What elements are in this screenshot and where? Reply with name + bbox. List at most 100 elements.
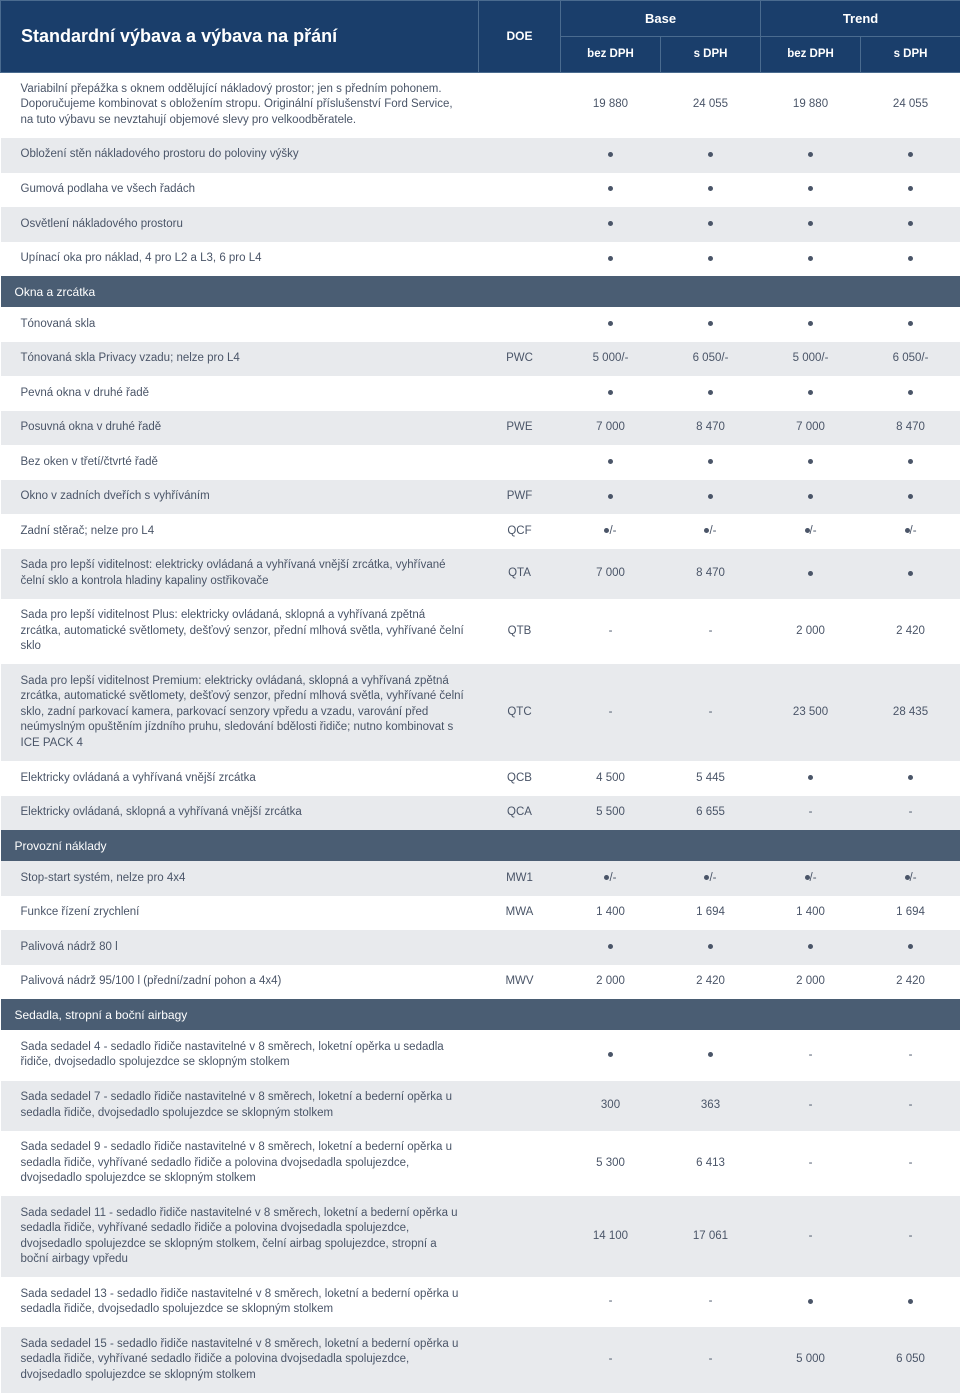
price-cell: 5 000 <box>761 1327 861 1393</box>
row-doe-code <box>479 242 561 277</box>
price-cell: 7 000 <box>761 411 861 446</box>
price-cell: 8 470 <box>661 549 761 599</box>
price-cell <box>761 549 861 599</box>
price-cell: 24 055 <box>861 72 960 138</box>
price-cell: 23 500 <box>761 664 861 761</box>
price-cell: - <box>661 599 761 665</box>
row-doe-code: QCA <box>479 796 561 831</box>
price-cell <box>661 207 761 242</box>
price-cell <box>761 307 861 342</box>
row-description: Sada sedadel 15 - sedadlo řidiče nastavi… <box>1 1327 479 1393</box>
row-description: Osvětlení nákladového prostoru <box>1 207 479 242</box>
table-row: Zadní stěrač; nelze pro L4QCF/-/-/-/- <box>1 514 960 549</box>
row-doe-code <box>479 1081 561 1131</box>
price-cell: 24 055 <box>661 72 761 138</box>
price-cell: - <box>861 1030 960 1080</box>
price-cell <box>861 138 960 173</box>
row-doe-code: QTC <box>479 664 561 761</box>
table-row: Sada sedadel 11 - sedadlo řidiče nastavi… <box>1 1196 960 1277</box>
price-cell: 2 000 <box>761 965 861 1000</box>
price-cell <box>761 173 861 208</box>
price-cell <box>861 173 960 208</box>
equipment-table: Standardní výbava a výbava na přání DOE … <box>0 0 960 1393</box>
row-doe-code: QTA <box>479 549 561 599</box>
price-cell <box>861 445 960 480</box>
price-cell: 5 445 <box>661 761 761 796</box>
table-row: Palivová nádrž 80 l <box>1 930 960 965</box>
price-cell <box>861 307 960 342</box>
table-row: Osvětlení nákladového prostoru <box>1 207 960 242</box>
row-doe-code: MW1 <box>479 861 561 896</box>
table-row: Sada sedadel 15 - sedadlo řidiče nastavi… <box>1 1327 960 1393</box>
header-trim-trend: Trend <box>761 1 960 37</box>
price-cell <box>561 207 661 242</box>
price-cell: 17 061 <box>661 1196 761 1277</box>
row-doe-code: PWF <box>479 480 561 515</box>
price-cell: /- <box>861 514 960 549</box>
price-cell <box>561 445 661 480</box>
row-doe-code: MWV <box>479 965 561 1000</box>
price-cell: - <box>561 599 661 665</box>
price-cell: - <box>561 664 661 761</box>
table-row: Sada pro lepší viditelnost Premium: elek… <box>1 664 960 761</box>
row-doe-code: MWA <box>479 896 561 931</box>
price-cell: 1 400 <box>561 896 661 931</box>
price-cell <box>761 445 861 480</box>
price-cell: 6 050 <box>861 1327 960 1393</box>
row-description: Pevná okna v druhé řadě <box>1 376 479 411</box>
price-cell: 1 694 <box>861 896 960 931</box>
header-sub-base-vat: s DPH <box>661 37 761 73</box>
section-header: Okna a zrcátka <box>1 276 960 307</box>
price-cell: - <box>561 1327 661 1393</box>
price-cell <box>861 207 960 242</box>
row-description: Sada pro lepší viditelnost Premium: elek… <box>1 664 479 761</box>
row-description: Palivová nádrž 80 l <box>1 930 479 965</box>
table-row: Bez oken v třetí/čtvrté řadě <box>1 445 960 480</box>
row-description: Posuvná okna v druhé řadě <box>1 411 479 446</box>
row-description: Variabilní přepážka s oknem oddělující n… <box>1 72 479 138</box>
row-doe-code: PWE <box>479 411 561 446</box>
section-title: Okna a zrcátka <box>1 276 960 307</box>
table-row: Sada sedadel 7 - sedadlo řidiče nastavit… <box>1 1081 960 1131</box>
row-description: Palivová nádrž 95/100 l (přední/zadní po… <box>1 965 479 1000</box>
price-cell <box>761 242 861 277</box>
price-cell: - <box>861 1131 960 1197</box>
row-doe-code <box>479 72 561 138</box>
row-description: Sada pro lepší viditelnost Plus: elektri… <box>1 599 479 665</box>
price-cell <box>761 761 861 796</box>
header-sub-trend-vat: s DPH <box>861 37 960 73</box>
header-sub-trend-novat: bez DPH <box>761 37 861 73</box>
row-doe-code: QCB <box>479 761 561 796</box>
row-doe-code <box>479 930 561 965</box>
header-title: Standardní výbava a výbava na přání <box>1 1 479 73</box>
row-doe-code <box>479 1030 561 1080</box>
price-cell <box>561 242 661 277</box>
price-cell <box>861 376 960 411</box>
row-description: Bez oken v třetí/čtvrté řadě <box>1 445 479 480</box>
table-body: Variabilní přepážka s oknem oddělující n… <box>1 72 960 1392</box>
price-cell <box>861 761 960 796</box>
price-cell <box>661 445 761 480</box>
price-cell: 19 880 <box>561 72 661 138</box>
price-cell: - <box>561 1277 661 1327</box>
price-cell <box>761 138 861 173</box>
price-cell <box>561 173 661 208</box>
row-description: Sada sedadel 7 - sedadlo řidiče nastavit… <box>1 1081 479 1131</box>
price-cell: 6 655 <box>661 796 761 831</box>
row-doe-code <box>479 307 561 342</box>
row-doe-code: QTB <box>479 599 561 665</box>
table-row: Obložení stěn nákladového prostoru do po… <box>1 138 960 173</box>
row-description: Zadní stěrač; nelze pro L4 <box>1 514 479 549</box>
table-row: Palivová nádrž 95/100 l (přední/zadní po… <box>1 965 960 1000</box>
price-cell: 14 100 <box>561 1196 661 1277</box>
section-title: Sedadla, stropní a boční airbagy <box>1 999 960 1030</box>
price-cell: - <box>761 1131 861 1197</box>
price-cell: - <box>761 1030 861 1080</box>
row-description: Sada sedadel 13 - sedadlo řidiče nastavi… <box>1 1277 479 1327</box>
price-cell: - <box>861 1196 960 1277</box>
table-row: Upínací oka pro náklad, 4 pro L2 a L3, 6… <box>1 242 960 277</box>
row-description: Sada sedadel 11 - sedadlo řidiče nastavi… <box>1 1196 479 1277</box>
row-doe-code <box>479 173 561 208</box>
row-description: Gumová podlaha ve všech řadách <box>1 173 479 208</box>
price-cell: /- <box>661 861 761 896</box>
